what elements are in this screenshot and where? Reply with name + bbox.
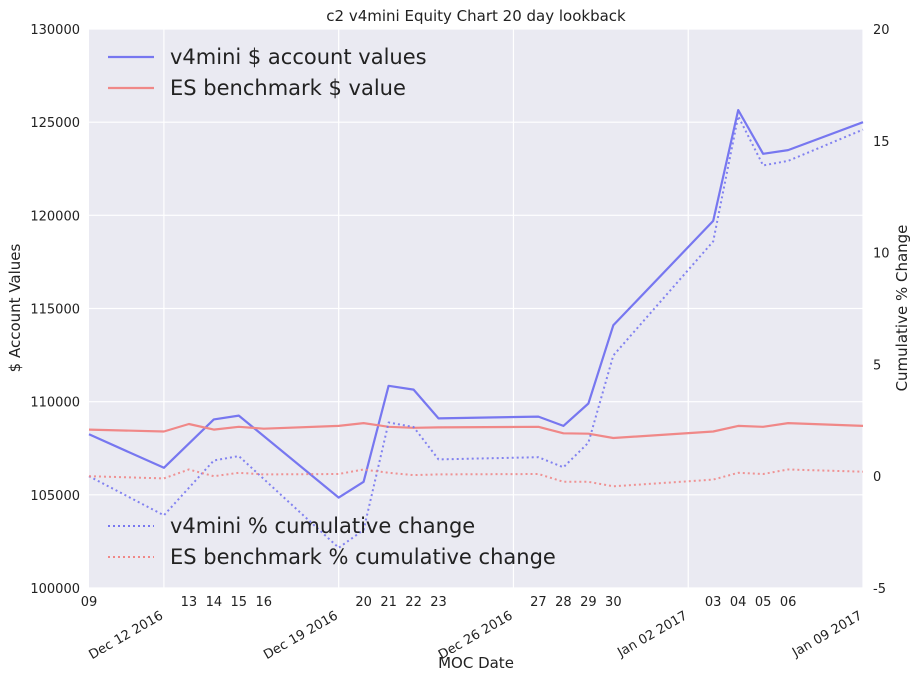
left-tick-label-3: 115000 (30, 303, 80, 318)
x-minor-tick-label-10: 28 (555, 595, 572, 610)
legend-label-v4mini-pct: v4mini % cumulative change (170, 514, 475, 538)
left-tick-label-4: 120000 (30, 209, 80, 224)
series-line-0 (88, 108, 864, 499)
legend-label-es-pct: ES benchmark % cumulative change (170, 545, 556, 569)
left-tick-label-6: 130000 (30, 23, 80, 38)
x-minor-tick-label-14: 04 (730, 595, 747, 610)
x-minor-tick-label-6: 21 (380, 595, 397, 610)
x-minor-tick-label-11: 29 (580, 595, 597, 610)
x-minor-tick-label-15: 05 (755, 595, 772, 610)
x-minor-tick-label-1: 13 (181, 595, 198, 610)
legend-upper: v4mini $ account values ES benchmark $ v… (108, 45, 427, 100)
x-axis-label: MOC Date (438, 654, 514, 672)
right-tick-label-5: 20 (873, 23, 890, 38)
x-minor-tick-label-7: 22 (405, 595, 422, 610)
x-minor-tick-label-0: 09 (81, 595, 98, 610)
left-tick-label-1: 105000 (30, 489, 80, 504)
legend-lower: v4mini % cumulative change ES benchmark … (108, 514, 556, 569)
grid (89, 28, 864, 589)
right-tick-label-1: 0 (873, 470, 881, 485)
right-tick-label-2: 5 (873, 358, 881, 373)
series-lines (88, 108, 864, 549)
left-tick-label-2: 110000 (30, 396, 80, 411)
x-minor-tick-label-5: 20 (355, 595, 372, 610)
x-minor-tick-label-16: 06 (780, 595, 797, 610)
legend-label-v4mini-value: v4mini $ account values (170, 45, 427, 69)
x-minor-tick-label-9: 27 (530, 595, 547, 610)
x-minor-tick-label-12: 30 (605, 595, 622, 610)
left-tick-label-5: 125000 (30, 116, 80, 131)
series-line-1 (88, 422, 864, 440)
right-tick-label-4: 15 (873, 135, 890, 150)
right-tick-label-3: 10 (873, 247, 890, 262)
legend-label-es-value: ES benchmark $ value (170, 76, 406, 100)
x-minor-tick-label-3: 15 (231, 595, 248, 610)
x-minor-tick-label-2: 14 (206, 595, 223, 610)
x-minor-tick-label-13: 03 (705, 595, 722, 610)
left-y-axis-label: $ Account Values (6, 243, 24, 372)
x-minor-tick-label-4: 16 (256, 595, 273, 610)
series-line-3 (88, 468, 864, 488)
left-tick-label-0: 100000 (30, 582, 80, 597)
right-tick-label-0: -5 (873, 582, 886, 597)
x-minor-tick-label-8: 23 (430, 595, 447, 610)
right-y-axis-label: Cumulative % Change (893, 225, 911, 392)
series-line-2 (88, 115, 864, 549)
right-axis-ticks: -5 0 5 10 15 20 (873, 23, 890, 597)
chart-title: c2 v4mini Equity Chart 20 day lookback (326, 7, 626, 25)
left-axis-ticks: 100000 105000 110000 115000 120000 125000 1300… (30, 23, 80, 597)
